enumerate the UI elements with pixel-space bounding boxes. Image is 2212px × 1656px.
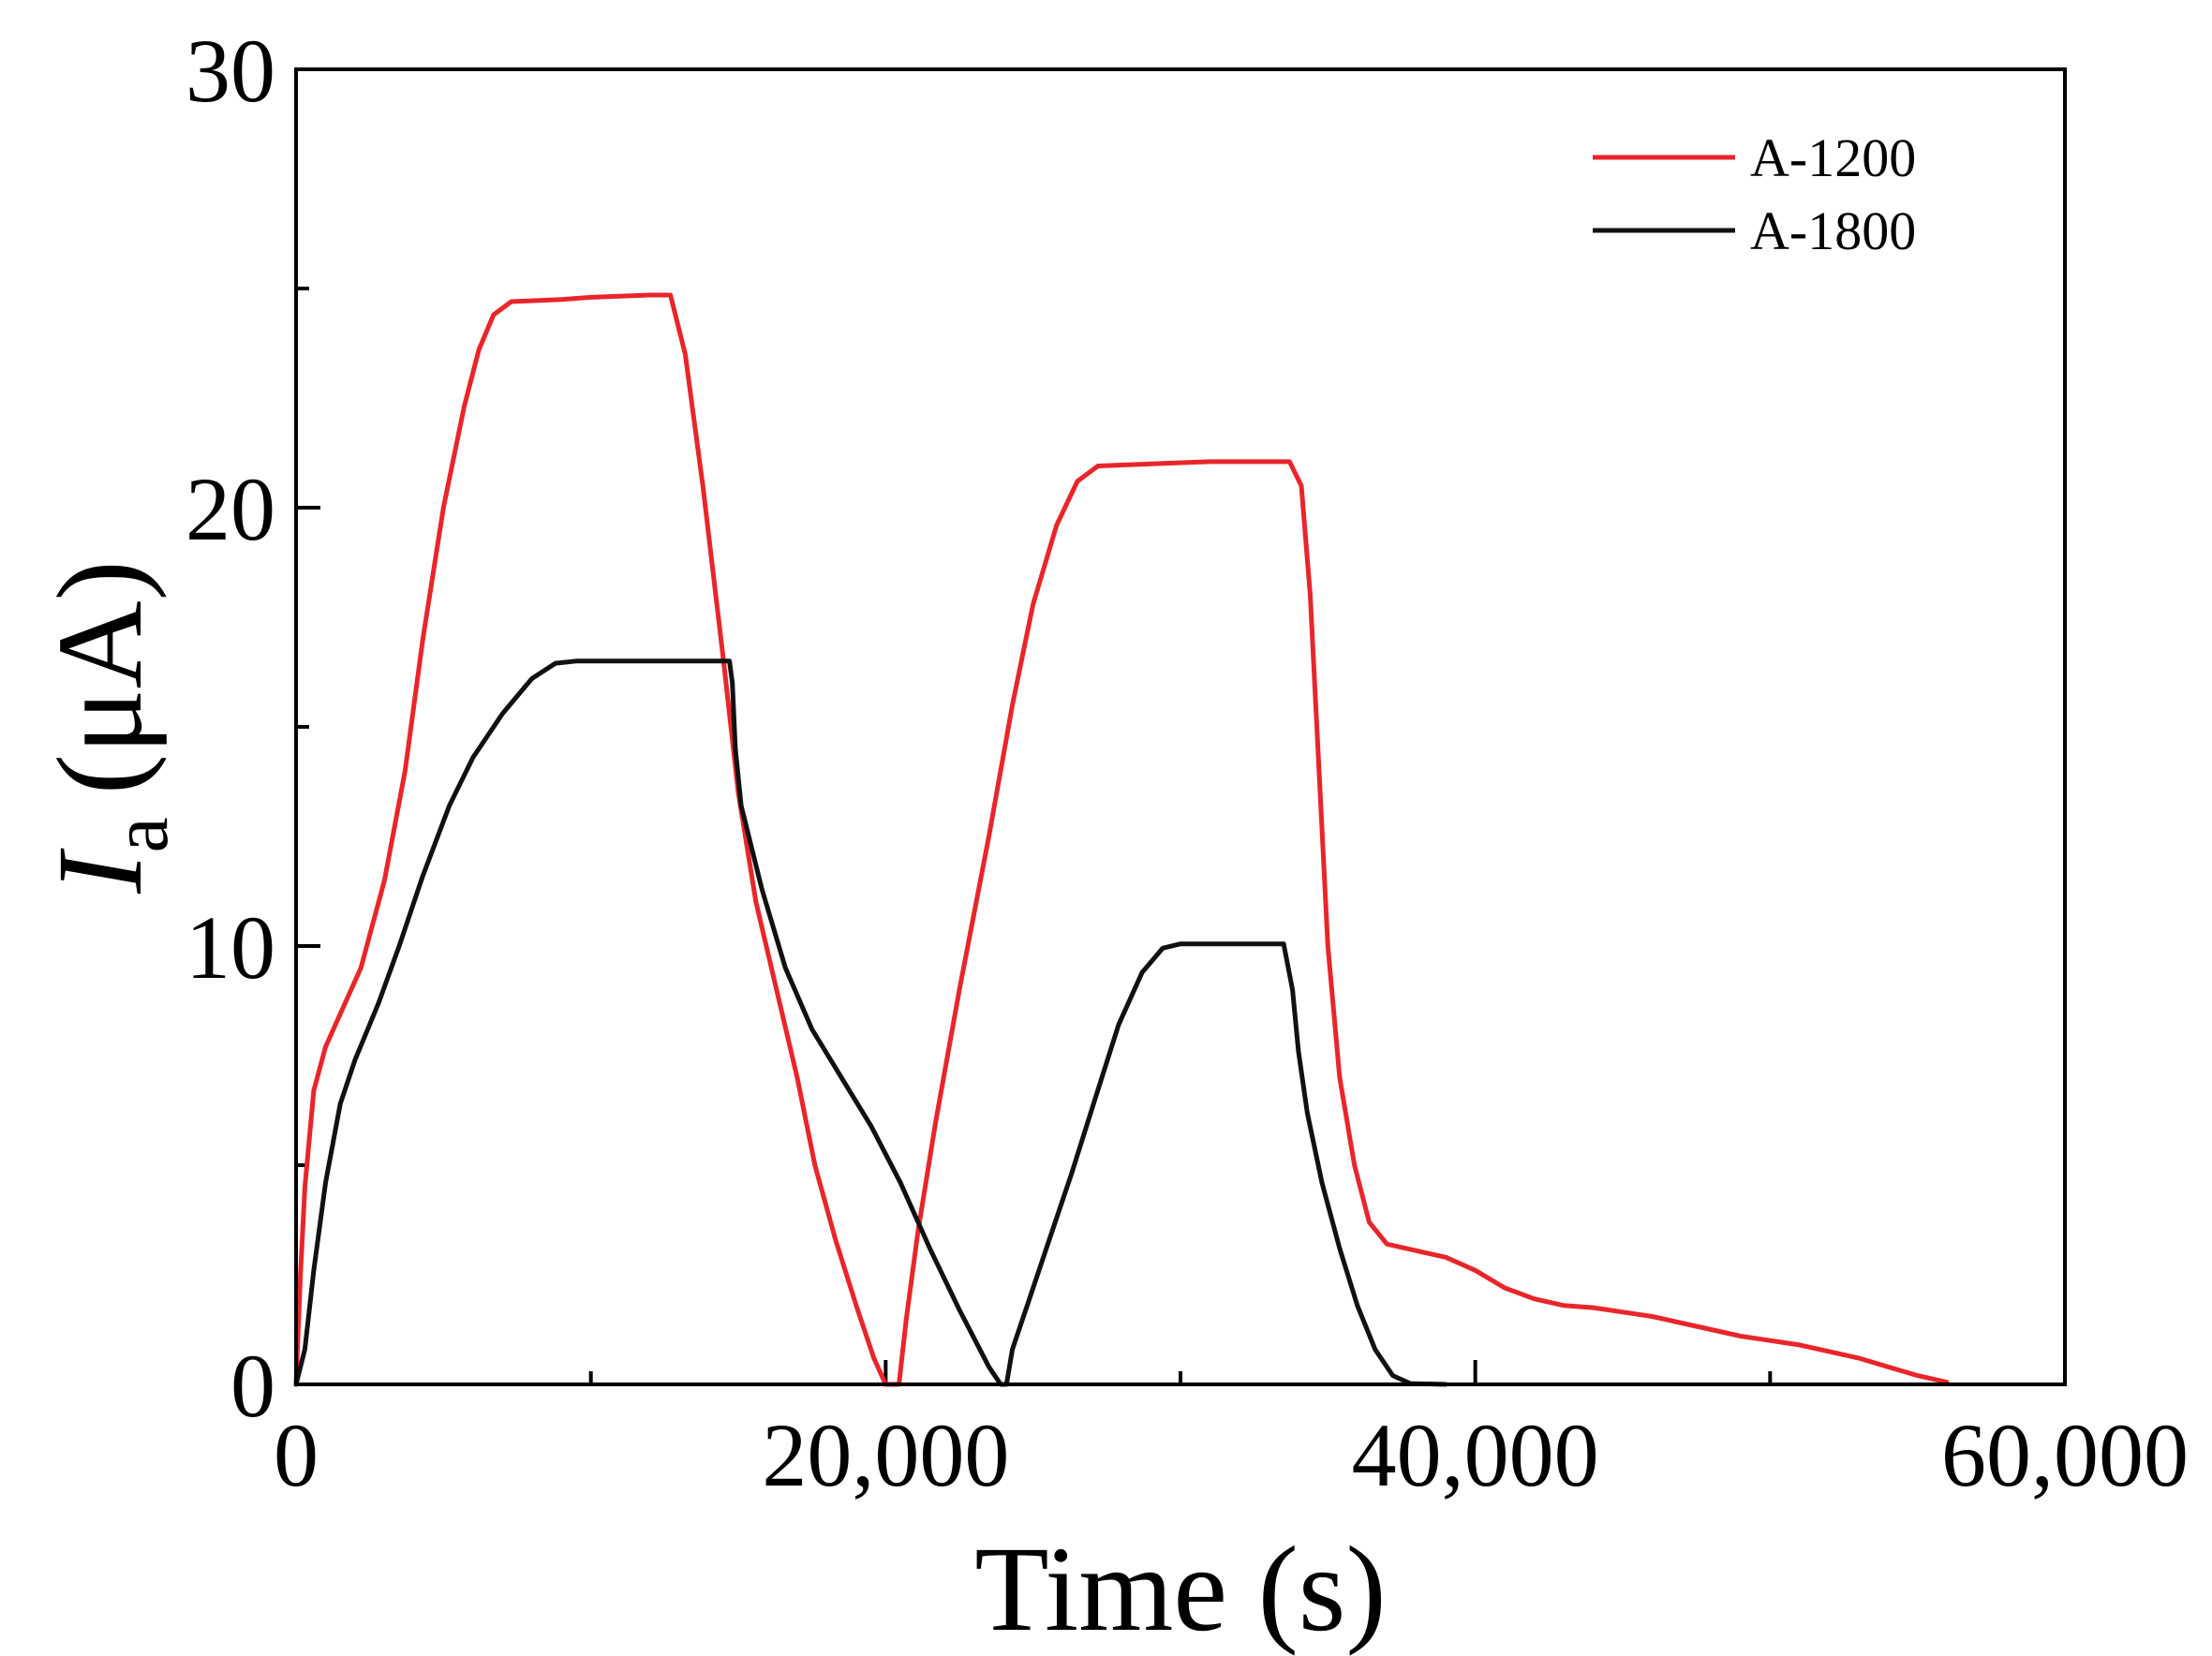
x-tick-label: 40,000	[1352, 1405, 1599, 1505]
x-tick-label: 60,000	[1941, 1405, 2189, 1505]
x-axis-title: Time (s)	[974, 1522, 1386, 1656]
y-tick-label: 10	[186, 897, 275, 998]
y-tick-label: 20	[186, 459, 275, 559]
plot-series	[293, 292, 1950, 1387]
series-line-a-1200	[293, 292, 1950, 1387]
series-line-a-1800	[293, 658, 1448, 1387]
x-tick-label: 20,000	[762, 1405, 1009, 1505]
axis-ticks	[294, 67, 2067, 1386]
legend: A-1200 A-1800	[1593, 127, 1916, 261]
y-axis-title-subscript: a	[95, 817, 185, 852]
y-tick-label: 0	[230, 1336, 275, 1436]
legend-label-a-1200: A-1200	[1750, 127, 1916, 188]
svg-text:Ia(μA): Ia (μA)	[33, 560, 185, 895]
y-tick-label: 30	[186, 21, 275, 121]
y-axis-title-unit: (μA)	[33, 560, 168, 794]
plot-frame	[294, 67, 2067, 1386]
tick-labels: 0 20,000 40,000 60,000 0 10 20 30	[186, 21, 2189, 1505]
x-tick-label: 0	[274, 1405, 319, 1505]
y-axis-title-main: I	[33, 848, 168, 895]
legend-label-a-1800: A-1800	[1750, 200, 1916, 261]
y-axis-title: Ia (μA)	[33, 560, 185, 895]
